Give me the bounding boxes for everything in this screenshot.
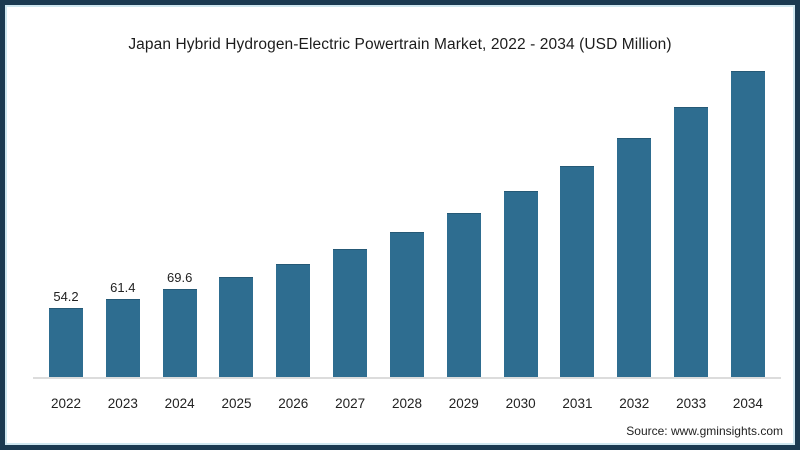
bar-column-2024: 69.6 — [162, 270, 197, 377]
bar-2030 — [503, 191, 538, 377]
bar-2029 — [446, 213, 481, 377]
chart-title: Japan Hybrid Hydrogen-Electric Powertrai… — [128, 36, 672, 53]
x-tick-2024: 2024 — [164, 396, 195, 411]
plot-area: 54.2 61.4 69.6 — [49, 63, 765, 377]
x-tick-2025: 2025 — [221, 396, 252, 411]
bar-column-2029 — [446, 213, 481, 377]
source-credit: Source: www.gminsights.com — [626, 424, 783, 438]
x-tick-2033: 2033 — [676, 396, 707, 411]
bar-2026 — [276, 264, 311, 377]
data-label-2024: 69.6 — [167, 270, 193, 285]
bar-column-2027 — [333, 249, 368, 377]
bar-column-2028 — [389, 232, 424, 377]
bar-2022 — [49, 308, 83, 377]
bar-column-2033 — [674, 107, 709, 377]
bar-column-2034 — [730, 71, 765, 377]
x-tick-2034: 2034 — [732, 396, 763, 411]
x-tick-2032: 2032 — [619, 396, 650, 411]
data-label-2023: 61.4 — [110, 280, 136, 295]
x-tick-2031: 2031 — [562, 396, 593, 411]
x-tick-2027: 2027 — [335, 396, 366, 411]
bar-2025 — [219, 277, 254, 377]
bar-2032 — [617, 138, 652, 377]
bar-column-2023: 61.4 — [105, 280, 140, 377]
bar-2034 — [730, 71, 765, 377]
bar-column-2030 — [503, 191, 538, 377]
x-tick-2026: 2026 — [278, 396, 309, 411]
bar-column-2025 — [219, 277, 254, 377]
bar-2027 — [333, 249, 368, 377]
x-tick-2022: 2022 — [50, 396, 82, 411]
bar-column-2032 — [617, 138, 652, 377]
bar-2024 — [162, 289, 197, 377]
bar-column-2031 — [560, 166, 595, 377]
bar-2031 — [560, 166, 595, 377]
bar-2033 — [674, 107, 709, 377]
x-tick-2023: 2023 — [107, 396, 138, 411]
x-tick-2028: 2028 — [391, 396, 422, 411]
bar-column-2022: 54.2 — [49, 289, 83, 377]
data-label-2022: 54.2 — [53, 289, 79, 304]
x-axis-line — [33, 377, 781, 379]
x-tick-2029: 2029 — [448, 396, 479, 411]
x-tick-2030: 2030 — [505, 396, 536, 411]
bar-column-2026 — [276, 264, 311, 377]
bar-2023 — [105, 299, 140, 377]
x-axis-labels: 2022 2023 2024 2025 2026 2027 2028 2029 2030 2031… — [49, 396, 765, 411]
bar-2028 — [389, 232, 424, 377]
